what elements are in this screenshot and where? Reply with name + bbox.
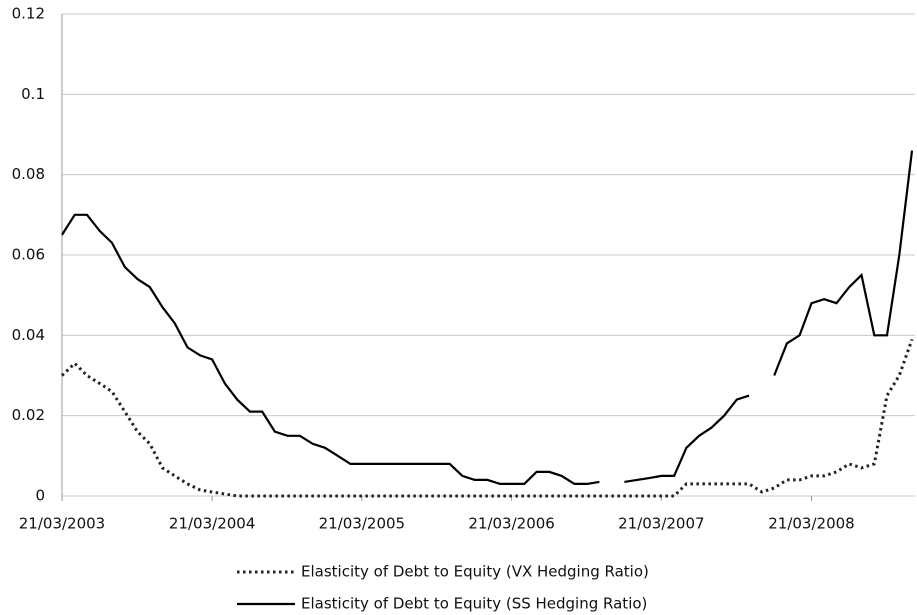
legend-label: Elasticity of Debt to Equity (VX Hedging… <box>301 563 649 581</box>
x-tick-label: 21/03/2003 <box>19 515 105 533</box>
x-tick-label: 21/03/2004 <box>169 515 255 533</box>
x-tick-label: 21/03/2005 <box>319 515 405 533</box>
x-tick-label: 21/03/2006 <box>468 515 554 533</box>
y-tick-label: 0.1 <box>21 85 45 103</box>
y-tick-label: 0.12 <box>12 5 45 23</box>
y-tick-label: 0.02 <box>12 406 45 424</box>
x-tick-label: 21/03/2008 <box>768 515 854 533</box>
legend-label: Elasticity of Debt to Equity (SS Hedging… <box>301 595 647 613</box>
x-tick-label: 21/03/2007 <box>618 515 704 533</box>
series-line <box>60 338 914 498</box>
y-tick-label: 0.08 <box>12 165 45 183</box>
y-tick-label: 0.06 <box>12 246 45 264</box>
y-tick-label: 0 <box>35 487 45 505</box>
series-line <box>61 150 914 485</box>
y-tick-label: 0.04 <box>12 326 45 344</box>
